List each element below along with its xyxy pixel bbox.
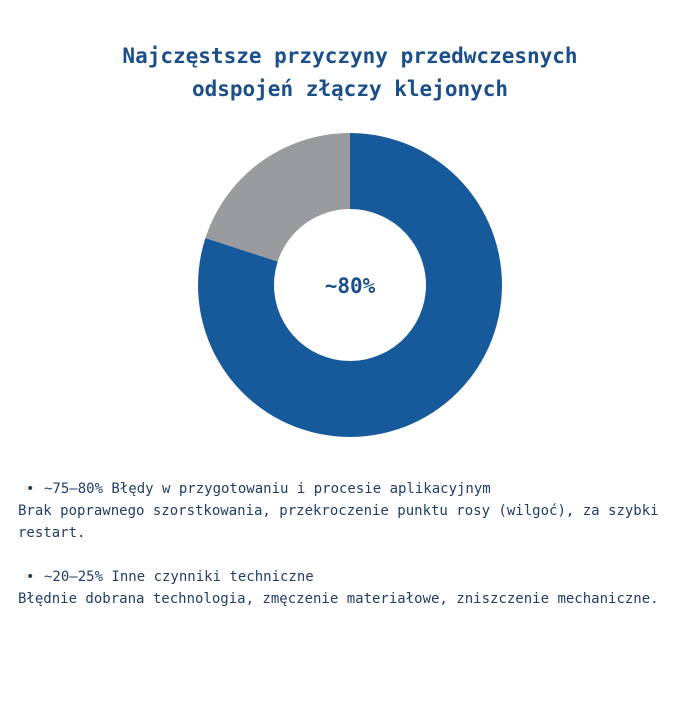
chart-title-line-2: odspojeń złączy klejonych <box>191 77 509 101</box>
chart-title-line-1: Najczęstsze przyczyny przedwczesnych <box>122 44 578 68</box>
legend-notes: • ~75–80% Błędy w przygotowaniu i procesi… <box>18 478 668 632</box>
note-description-2: Błędnie dobrana technologia, zmęczenie m… <box>18 591 659 607</box>
center-label: ~80% <box>325 274 376 298</box>
bullet-icon: • <box>26 569 35 585</box>
note-heading-2: • ~20–25% Inne czynniki techniczne <box>18 566 668 588</box>
donut-slices <box>198 133 502 437</box>
bullet-icon: • <box>26 481 35 497</box>
note-item-2: • ~20–25% Inne czynniki techniczne Błędni… <box>18 566 668 610</box>
note-description-1: Brak poprawnego szorstkowania, przekrocz… <box>18 503 659 541</box>
note-item-1: • ~75–80% Błędy w przygotowaniu i procesi… <box>18 478 668 544</box>
note-heading-text-2: ~20–25% Inne czynniki techniczne <box>44 569 314 585</box>
donut-slice-1 <box>198 133 502 437</box>
donut-slice-2 <box>205 133 350 262</box>
note-heading-1: • ~75–80% Błędy w przygotowaniu i procesi… <box>18 478 668 500</box>
chart-title: Najczęstsze przyczyny przedwczesnych ods… <box>0 40 700 106</box>
note-heading-text-1: ~75–80% Błędy w przygotowaniu i procesie… <box>44 481 491 497</box>
